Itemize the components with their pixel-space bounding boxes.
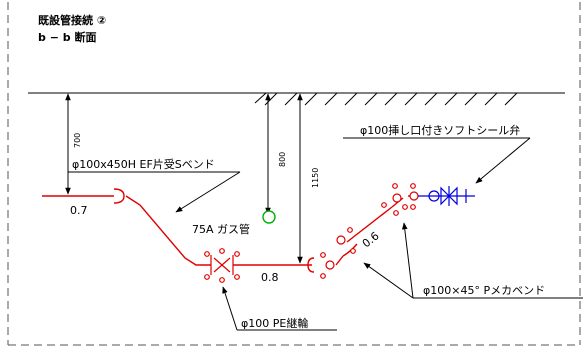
pe-coupling-fitting bbox=[204, 248, 240, 283]
pipe-route bbox=[42, 188, 418, 273]
leader-lines bbox=[68, 137, 583, 331]
depth-dimensions bbox=[65, 93, 303, 264]
label-s-bend: φ100x450H EF片受Sベンド bbox=[72, 158, 215, 171]
mecha-bend-fittings bbox=[320, 183, 408, 279]
drawing-title: 既設管接続 ② bbox=[38, 13, 106, 27]
soft-seal-valve bbox=[409, 183, 475, 210]
section-label: b − b 断面 bbox=[38, 30, 96, 44]
label-pe-coupling: φ100 PE継輪 bbox=[241, 316, 308, 330]
gas-pipe-icon bbox=[262, 210, 276, 224]
dim-1150: 1150 bbox=[311, 168, 320, 188]
dim-800: 800 bbox=[278, 152, 287, 167]
dashed-frame bbox=[7, 2, 581, 346]
label-soft-seal-valve: φ100挿し口付きソフトシール弁 bbox=[360, 123, 520, 137]
length-0-7: 0.7 bbox=[70, 204, 88, 217]
dim-700: 700 bbox=[73, 133, 82, 148]
length-0-8: 0.8 bbox=[261, 271, 279, 284]
label-gas-pipe: 75A ガス管 bbox=[192, 222, 250, 236]
length-0-6: 0.6 bbox=[360, 229, 382, 250]
label-mecha-bend: φ100×45° Pメカベンド bbox=[423, 284, 545, 297]
ground-surface bbox=[28, 92, 565, 106]
